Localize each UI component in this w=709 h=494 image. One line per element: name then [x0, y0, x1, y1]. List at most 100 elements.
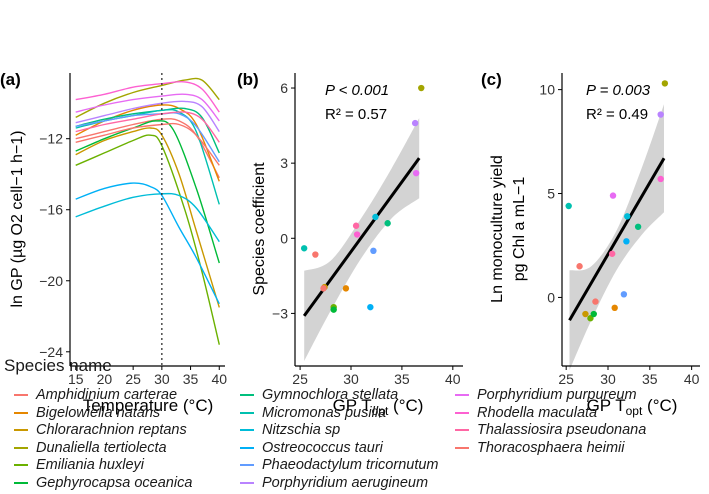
panel-c-axes: 25 30 35 40 0 5 10 [539, 73, 700, 387]
panel-b-y-tick-label: 3 [280, 155, 288, 171]
series-line-porphyridium-purpureum [75, 93, 220, 122]
panel-b-x-tick-label: 35 [394, 371, 410, 387]
series-line-ostreococcus-tauri [75, 182, 220, 305]
legend-item: Nitzschia sp [240, 421, 340, 439]
panel-b-axes: 25 30 35 40 −3 0 3 6 [272, 73, 463, 387]
legend-swatch [14, 429, 28, 431]
legend-swatch [455, 411, 469, 414]
panel-c-point-porphyridium-aerugineum [657, 111, 664, 118]
panel-b-point-bigelowiella-natans [342, 285, 350, 292]
panel-b-species-coefficient: (b) 25 30 35 40 −3 0 3 6 P < 0.001 R² = 0.57 Sp… [237, 70, 463, 418]
legend-item: Rhodella maculata [455, 404, 597, 422]
panel-a-x-tick-label: 25 [125, 371, 141, 387]
panel-a-x-tick-label: 20 [97, 371, 113, 387]
panel-c-regression-line [568, 157, 666, 322]
legend-label: Rhodella maculata [477, 404, 598, 421]
panel-c-label: (c) [481, 70, 502, 89]
panel-b-x-title-subscript: opt [372, 404, 389, 418]
legend-swatch [240, 394, 254, 396]
panel-a-axes: 15 20 25 30 35 40 −24 −20 −16 −12 [39, 73, 227, 387]
legend-label: Porphyridium aerugineum [262, 474, 429, 491]
panel-b-point-gephyrocapsa-oceanica [330, 306, 337, 313]
legend-item: Gymnochlora stellata [240, 386, 398, 404]
panel-c-point-thoracosphaera-heimii [592, 298, 599, 305]
legend-label: Gymnochlora stellata [262, 387, 399, 403]
panel-b-point-phaeodactylum-tricornutum [370, 247, 377, 255]
legend-label: Gephyrocapsa oceanica [36, 474, 193, 491]
legend-label: Porphyridium purpureum [477, 387, 637, 403]
legend-item: Dunaliella tertiolecta [14, 439, 167, 457]
panel-b-r-squared: R² = 0.57 [325, 106, 387, 123]
panel-b-point-nitzschia-sp [372, 213, 379, 221]
panel-c-point-dunaliella-tertiolecta [661, 80, 669, 87]
legend-title: Species name [4, 356, 112, 375]
panel-c-point-micromonas-pusilla [565, 202, 572, 210]
panel-b-point-porphyridium-purpureum [412, 169, 420, 177]
panel-b-point-rhodella-maculata [353, 231, 361, 238]
panel-c-y-axis-title-line1: Ln monoculture yield [489, 155, 506, 303]
legend-swatch [14, 394, 28, 396]
panel-c-point-gymnochlora-stellata [634, 223, 642, 230]
series-line-emiliania-huxleyi [75, 134, 220, 345]
panel-b-x-title-main: GP T [333, 396, 372, 415]
panel-c-point-phaeodactylum-tricornutum [620, 291, 628, 298]
legend-item: Thalassiosira pseudonana [455, 421, 646, 439]
panel-c-x-tick-label: 25 [558, 371, 574, 387]
legend-item: Emiliania huxleyi [14, 456, 144, 474]
legend-swatch [455, 446, 469, 449]
legend-item: Amphidinium carterae [14, 386, 177, 404]
legend-swatch [240, 446, 254, 449]
panel-c-point-porphyridium-purpureum [609, 192, 617, 199]
legend-label: Dunaliella tertiolecta [36, 439, 167, 456]
panel-b-p-value: P < 0.001 [325, 82, 389, 99]
panel-b-y-tick-label: −3 [272, 305, 288, 321]
legend-item: Porphyridium purpureum [455, 386, 637, 404]
panel-c-point-ostreococcus-tauri [623, 238, 630, 245]
panel-a-x-tick-label: 30 [154, 371, 170, 387]
legend-label: Micromonas pusilla [262, 404, 387, 421]
panel-c-point-gephyrocapsa-oceanica [590, 310, 597, 318]
legend-label: Thoracosphaera heimii [477, 439, 625, 456]
legend-swatch [240, 464, 254, 466]
panel-c-x-title-main: GP T [587, 396, 626, 415]
legend-item: Micromonas pusilla [240, 404, 386, 422]
panel-a-x-axis-title: Temperature (°C) [83, 396, 214, 415]
legend-swatch [240, 429, 254, 431]
panel-c-p-value: P = 0.003 [586, 82, 651, 99]
panel-c-x-axis-title: GP Topt (°C) [587, 396, 678, 418]
panel-c-point-thalassiosira-pseudonana [608, 250, 616, 257]
legend-item: Chlorarachnion reptans [14, 421, 187, 439]
panel-b-label: (b) [237, 70, 259, 89]
legend-swatch [14, 464, 28, 466]
panel-c-monoculture-yield: (c) 25 30 35 40 0 5 10 P = 0.003 R² = 0.49 Ln … [481, 70, 700, 418]
legend-item: Thoracosphaera heimii [455, 439, 625, 457]
panel-a-y-tick-label: −24 [39, 344, 63, 360]
legend-item: Gephyrocapsa oceanica [14, 474, 192, 492]
panel-b-y-tick-label: 6 [280, 80, 288, 96]
panel-a-x-tick-label: 35 [183, 371, 199, 387]
panel-a-label: (a) [0, 70, 21, 89]
panel-b-x-tick-label: 40 [445, 371, 461, 387]
panel-c-x-tick-label: 40 [684, 371, 700, 387]
panel-c-y-tick-label: 5 [547, 186, 555, 202]
legend-label: Chlorarachnion reptans [36, 422, 187, 438]
panel-b-y-tick-label: 0 [280, 230, 288, 246]
panel-c-x-tick-label: 35 [642, 371, 658, 387]
panel-a-x-tick-label: 40 [211, 371, 227, 387]
panel-c-x-tick-label: 30 [600, 371, 616, 387]
legend-label: Phaeodactylum tricornutum [262, 457, 439, 473]
panel-a-y-tick-label: −20 [39, 273, 63, 289]
series-line-dunaliella-tertiolecta [75, 77, 220, 119]
legend-swatch [14, 411, 28, 414]
panel-c-point-bigelowiella-natans [611, 304, 618, 312]
panel-a-y-axis-title: ln GP (µg O2 cell−1 h−1) [9, 130, 26, 307]
legend-label: Bigelowiella natans [36, 404, 161, 421]
legend-swatch [14, 446, 28, 449]
panel-b-point-micromonas-pusilla [300, 245, 308, 252]
panel-b-y-axis-title: Species coefficient [251, 162, 268, 296]
panel-b-point-porphyridium-aerugineum [411, 119, 419, 127]
panel-c-y-tick-label: 0 [547, 289, 555, 305]
legend-item: Bigelowiella natans [14, 404, 160, 422]
panel-c-point-rhodella-maculata [657, 175, 664, 183]
